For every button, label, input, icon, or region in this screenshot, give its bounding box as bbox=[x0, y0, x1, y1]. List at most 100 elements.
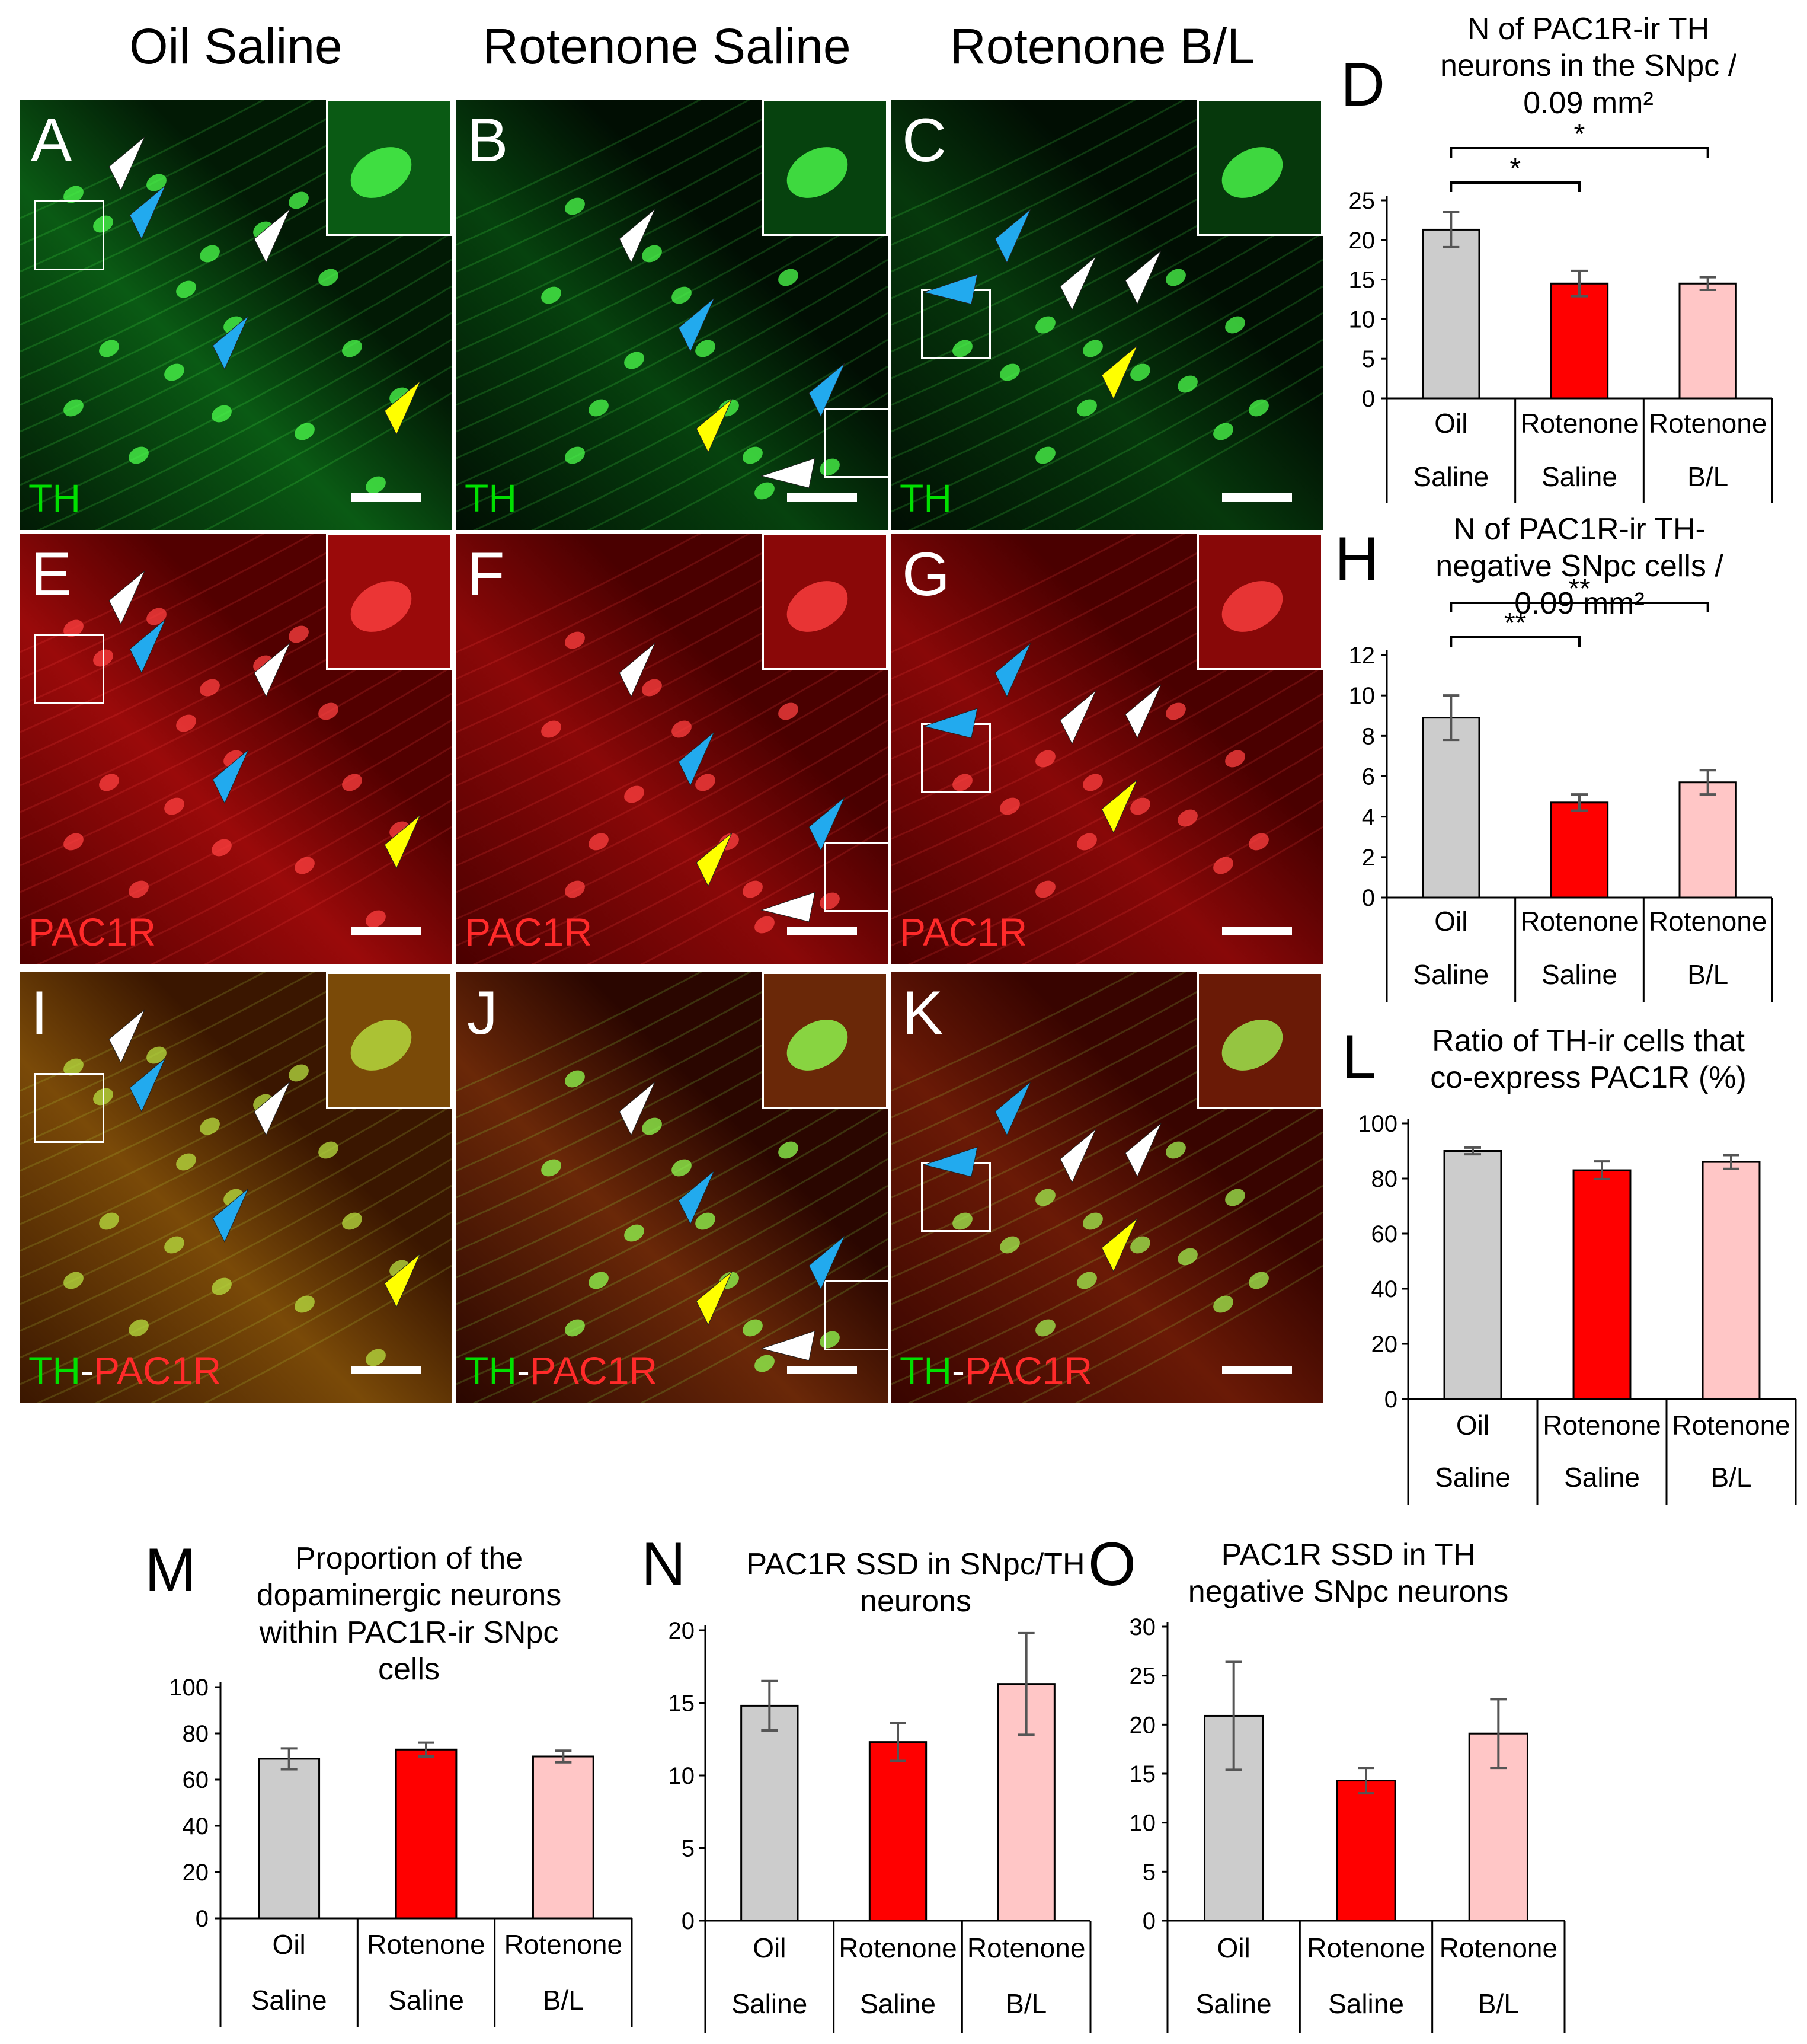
arrowhead-marker bbox=[696, 1271, 733, 1326]
cell-body bbox=[952, 1212, 973, 1230]
x-category-label: Rotenone bbox=[839, 1933, 957, 1963]
cell-body bbox=[778, 269, 798, 286]
channel-label-part: TH bbox=[28, 476, 81, 520]
y-tick-label: 80 bbox=[183, 1721, 209, 1747]
fiber bbox=[95, 338, 452, 530]
fiber bbox=[966, 338, 1323, 530]
chart-title-m: Proportion of the dopaminergic neurons wit… bbox=[231, 1540, 587, 1688]
arrowhead-marker bbox=[1060, 256, 1096, 311]
column-title-rotenone-saline: Rotenone Saline bbox=[482, 18, 851, 74]
cell-body bbox=[565, 1319, 585, 1337]
arrowhead-marker bbox=[678, 732, 715, 787]
chart-title-line: Ratio of TH-ir cells that bbox=[1432, 1024, 1745, 1058]
y-tick-label: 5 bbox=[682, 1836, 695, 1862]
fiber bbox=[1075, 392, 1323, 530]
cell-body bbox=[541, 286, 561, 304]
cell-body bbox=[754, 482, 775, 500]
cell-body bbox=[743, 1319, 763, 1337]
cell-body bbox=[565, 446, 585, 464]
panel-letter-g: G bbox=[902, 540, 950, 609]
arrowhead-marker bbox=[994, 209, 1031, 264]
micrograph-panel-g: G PAC1R bbox=[891, 534, 1323, 964]
fiber bbox=[20, 100, 315, 246]
roi-box bbox=[824, 408, 888, 478]
arrowhead-marker bbox=[678, 1170, 715, 1225]
fiber bbox=[456, 1131, 888, 1359]
arrowhead-marker bbox=[808, 797, 845, 852]
cell-body bbox=[565, 880, 585, 898]
cell-body bbox=[671, 720, 692, 738]
chart-title-line: neurons bbox=[860, 1584, 971, 1619]
fiber bbox=[456, 1104, 888, 1332]
x-category-label: Saline bbox=[251, 1985, 327, 2016]
y-tick-label: 0 bbox=[1362, 386, 1375, 412]
cell-body bbox=[778, 702, 798, 720]
cell-body bbox=[671, 286, 692, 304]
column-title-oil-saline: Oil Saline bbox=[129, 18, 343, 74]
arrowhead-marker bbox=[1060, 1129, 1096, 1184]
zoom-inset bbox=[326, 534, 452, 670]
y-tick-label: 8 bbox=[1362, 723, 1375, 749]
chart-letter-n: N bbox=[641, 1530, 686, 1599]
bar-2 bbox=[1550, 801, 1609, 899]
micrograph-image bbox=[456, 100, 888, 530]
cell-body bbox=[671, 1159, 692, 1177]
cell-body bbox=[1035, 1319, 1056, 1337]
channel-label-part: - bbox=[951, 1349, 965, 1393]
x-category-label: B/L bbox=[543, 1985, 584, 2016]
micrograph-image bbox=[20, 972, 452, 1403]
arrowhead-marker bbox=[1125, 1123, 1162, 1178]
cell-body bbox=[146, 1046, 167, 1064]
chart-n: 0 5 10 15 20 Oil Saline Rotenone Saline Rotenone B… bbox=[669, 1618, 1092, 2033]
chart-letter-m: M bbox=[145, 1536, 196, 1605]
channel-label-part: TH bbox=[465, 1349, 517, 1393]
cell-body bbox=[778, 1141, 798, 1159]
arrowhead-marker bbox=[923, 1146, 978, 1177]
fiber bbox=[20, 972, 315, 1119]
cell-body bbox=[1166, 1141, 1186, 1159]
fiber bbox=[456, 972, 751, 1119]
y-tick-label: 10 bbox=[1349, 306, 1376, 333]
y-tick-label: 6 bbox=[1362, 764, 1375, 790]
panel-letter-k: K bbox=[902, 979, 944, 1047]
fiber bbox=[640, 826, 888, 964]
micrograph-panel-j: J TH-PAC1R bbox=[456, 972, 888, 1403]
cell-body bbox=[754, 916, 775, 934]
y-tick-label: 20 bbox=[1371, 1331, 1398, 1358]
cell-body bbox=[1221, 581, 1283, 632]
scale-bar bbox=[1222, 493, 1292, 502]
fiber bbox=[456, 100, 799, 273]
fiber bbox=[20, 100, 363, 273]
channel-label-part: PAC1R bbox=[529, 1349, 658, 1393]
fiber bbox=[531, 338, 888, 530]
channel-label-part: PAC1R bbox=[465, 910, 593, 954]
arrowhead-marker bbox=[212, 1188, 249, 1243]
cell-body bbox=[342, 774, 362, 791]
cell-body bbox=[1178, 809, 1198, 827]
micrograph-panel-e: E PAC1R bbox=[20, 534, 452, 964]
micrograph-panel-f: F PAC1R bbox=[456, 534, 888, 964]
cell-body bbox=[1000, 1236, 1020, 1254]
significance-label: * bbox=[1509, 153, 1521, 184]
cell-body bbox=[624, 352, 644, 369]
fiber bbox=[36, 312, 452, 530]
zoom-inset bbox=[762, 972, 888, 1109]
fiber bbox=[891, 232, 1323, 459]
y-tick-label: 60 bbox=[1371, 1221, 1398, 1247]
arrowhead-marker bbox=[384, 381, 421, 436]
fiber bbox=[456, 285, 888, 513]
cell-body bbox=[342, 340, 362, 357]
x-category-label: Rotenone bbox=[1520, 408, 1639, 439]
cell-body bbox=[695, 1212, 715, 1230]
cell-body bbox=[200, 245, 220, 263]
cell-body bbox=[1221, 1020, 1283, 1071]
arrowhead-marker bbox=[760, 892, 815, 922]
x-category-label: Saline bbox=[1328, 1988, 1404, 2019]
cell-body bbox=[1225, 750, 1245, 768]
fiber bbox=[531, 1211, 888, 1403]
fiber bbox=[640, 1264, 888, 1403]
channel-label-part: TH bbox=[900, 476, 952, 520]
cell-body bbox=[1077, 1272, 1097, 1289]
arrowhead-marker bbox=[760, 458, 815, 488]
channel-label-part: TH bbox=[28, 1349, 81, 1393]
